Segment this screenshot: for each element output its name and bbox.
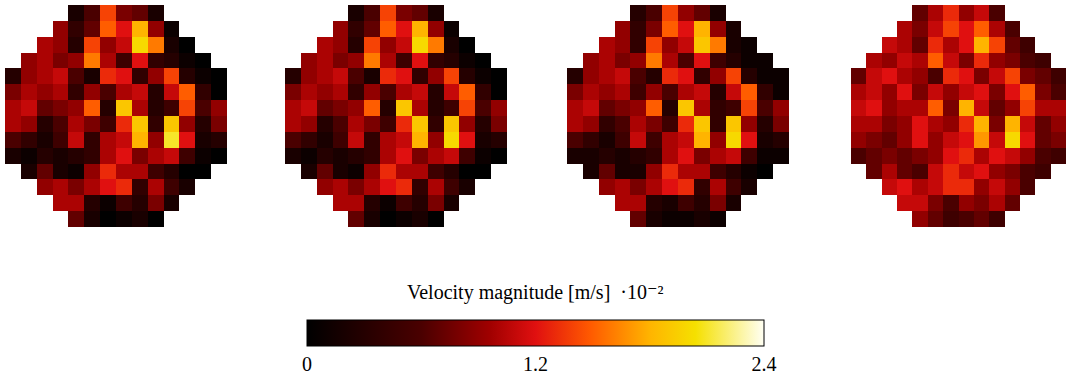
- svg-text:1.2: 1.2: [523, 353, 548, 374]
- svg-text:2.4: 2.4: [752, 353, 777, 374]
- svg-text:Velocity magnitude [m/s] ·10⁻: Velocity magnitude [m/s] ·10⁻²: [407, 281, 664, 304]
- svg-text:0: 0: [302, 353, 312, 374]
